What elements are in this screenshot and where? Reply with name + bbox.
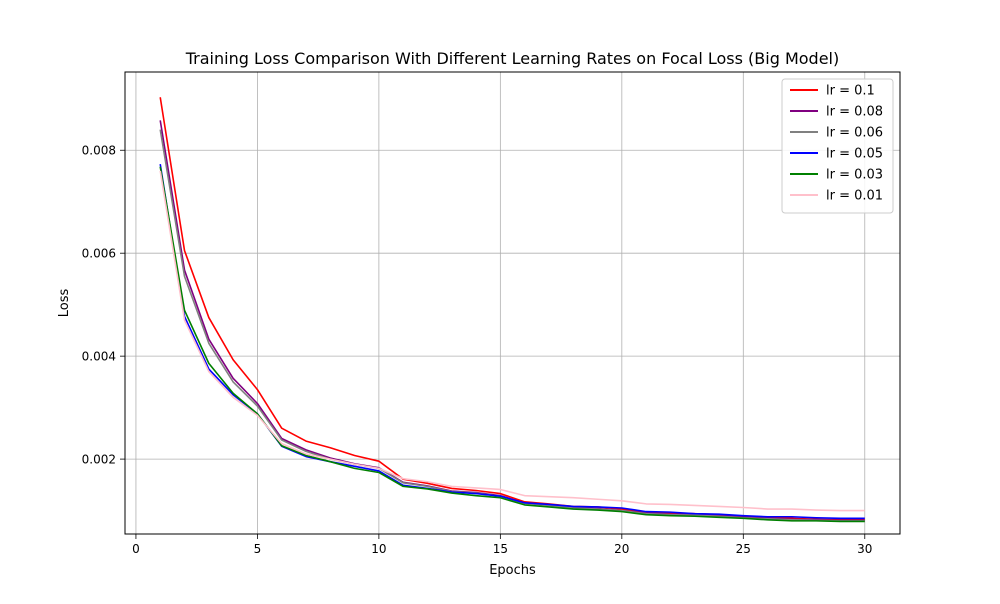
x-axis-ticks: 0 5 10 15 20 25 30 <box>132 534 872 556</box>
legend-label: lr = 0.01 <box>826 189 883 204</box>
y-tick-label: 0.006 <box>82 247 116 261</box>
y-axis-ticks: 0.002 0.004 0.006 0.008 <box>82 144 125 467</box>
y-axis-label: Loss <box>57 289 72 318</box>
y-tick-label: 0.004 <box>82 350 116 364</box>
x-tick-label: 15 <box>493 542 508 556</box>
legend-label: lr = 0.03 <box>826 168 883 183</box>
legend-box <box>781 78 894 214</box>
series-line-lr-0-01 <box>159 170 865 512</box>
x-tick-label: 10 <box>371 542 386 556</box>
series-line-lr-0-03 <box>159 166 865 523</box>
grid-lines <box>125 72 900 534</box>
plot-frame <box>124 71 901 535</box>
legend-label: lr = 0.05 <box>826 147 883 162</box>
x-tick-label: 0 <box>132 542 140 556</box>
x-tick-label: 5 <box>254 542 262 556</box>
y-tick-label: 0.008 <box>82 144 116 158</box>
x-tick-label: 25 <box>736 542 751 556</box>
legend-label: lr = 0.06 <box>826 126 883 141</box>
legend-label: lr = 0.1 <box>826 84 875 99</box>
x-axis-label: Epochs <box>489 563 536 578</box>
y-tick-label: 0.002 <box>82 453 116 467</box>
chart-title: Training Loss Comparison With Different … <box>185 49 840 68</box>
x-tick-label: 20 <box>614 542 629 556</box>
legend: lr = 0.1 lr = 0.08 lr = 0.06 lr = 0.05 lr = … <box>781 78 894 214</box>
legend-label: lr = 0.08 <box>826 105 883 120</box>
x-tick-label: 30 <box>857 542 872 556</box>
series-lines <box>159 97 865 523</box>
